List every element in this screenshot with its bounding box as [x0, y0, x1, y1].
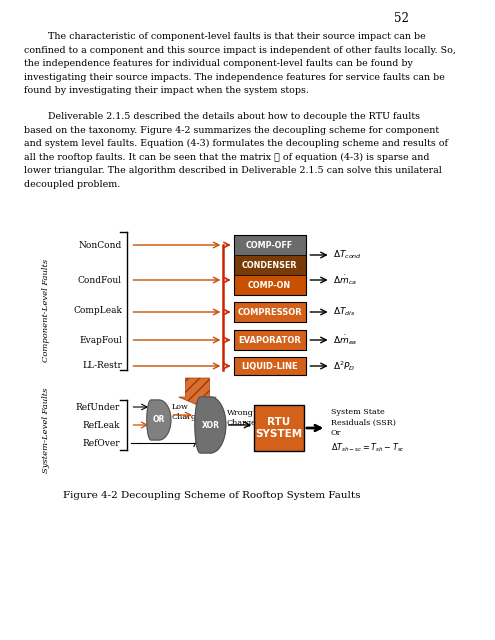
Text: $\Delta \dot{m}_{ea}$: $\Delta \dot{m}_{ea}$	[333, 333, 357, 347]
Bar	[234, 357, 306, 375]
Text: COMP-OFF: COMP-OFF	[246, 241, 293, 250]
Text: System State
Residuals (SSR)
Or
$\Delta T_{sh-sc} = T_{sh} - T_{sc}$: System State Residuals (SSR) Or $\Delta …	[331, 408, 404, 454]
Bar	[234, 302, 306, 322]
Text: The characteristic of component-level faults is that their source impact can be: The characteristic of component-level fa…	[24, 32, 426, 41]
Text: $\Delta^2 P_D$: $\Delta^2 P_D$	[333, 359, 356, 373]
Text: NonCond: NonCond	[79, 241, 122, 250]
Text: Figure 4-2 Decoupling Scheme of Rooftop System Faults: Figure 4-2 Decoupling Scheme of Rooftop …	[63, 490, 361, 499]
Bar	[234, 330, 306, 350]
Text: Deliverable 2.1.5 described the details about how to decouple the RTU faults: Deliverable 2.1.5 described the details …	[24, 112, 420, 121]
Polygon shape	[195, 397, 226, 453]
Text: lower triangular. The algorithm described in Deliverable 2.1.5 can solve this un: lower triangular. The algorithm describe…	[24, 166, 442, 175]
Text: EVAPORATOR: EVAPORATOR	[238, 335, 301, 344]
Text: COMP-ON: COMP-ON	[248, 280, 291, 289]
Bar	[234, 275, 306, 295]
Bar	[234, 255, 306, 275]
Text: Component-Level Faults: Component-Level Faults	[42, 259, 50, 362]
Text: confined to a component and this source impact is independent of other faults lo: confined to a component and this source …	[24, 45, 456, 54]
Text: RefOver: RefOver	[83, 438, 120, 447]
Text: $\Delta T_{cond}$: $\Delta T_{cond}$	[333, 249, 362, 261]
Text: investigating their source impacts. The independence features for service faults: investigating their source impacts. The …	[24, 72, 445, 81]
Text: $\Delta \dot{m}_{ca}$: $\Delta \dot{m}_{ca}$	[333, 273, 357, 287]
Text: RefUnder: RefUnder	[76, 403, 120, 412]
Text: LIQUID-LINE: LIQUID-LINE	[242, 362, 298, 371]
Bar	[234, 235, 306, 255]
Text: and system level faults. Equation (4-3) formulates the decoupling scheme and res: and system level faults. Equation (4-3) …	[24, 139, 448, 148]
Text: System-Level Faults: System-Level Faults	[42, 387, 50, 473]
Text: all the rooftop faults. It can be seen that the matrix ℓ of equation (4-3) is sp: all the rooftop faults. It can be seen t…	[24, 152, 430, 162]
Text: EvapFoul: EvapFoul	[79, 335, 122, 344]
Text: found by investigating their impact when the system stops.: found by investigating their impact when…	[24, 86, 309, 95]
Text: $\Delta T_{dis}$: $\Delta T_{dis}$	[333, 306, 356, 318]
Polygon shape	[179, 378, 216, 405]
Text: CONDENSER: CONDENSER	[242, 260, 297, 269]
Text: based on the taxonomy. Figure 4-2 summarizes the decoupling scheme for component: based on the taxonomy. Figure 4-2 summar…	[24, 125, 439, 134]
Text: RefLeak: RefLeak	[83, 420, 120, 429]
Text: XOR: XOR	[201, 420, 219, 429]
Text: Low
Charge: Low Charge	[172, 403, 201, 420]
Text: CompLeak: CompLeak	[73, 305, 122, 314]
Bar	[254, 405, 304, 451]
Text: COMPRESSOR: COMPRESSOR	[237, 307, 302, 317]
Text: OR: OR	[152, 415, 165, 424]
Text: the independence features for individual component-level faults can be found by: the independence features for individual…	[24, 59, 413, 68]
Text: 52: 52	[394, 12, 408, 24]
Text: Wrong
Charge: Wrong Charge	[227, 410, 256, 427]
Text: CondFoul: CondFoul	[78, 275, 122, 285]
Text: decoupled problem.: decoupled problem.	[24, 179, 120, 189]
Polygon shape	[147, 400, 171, 440]
Text: LL-Restr: LL-Restr	[82, 360, 122, 369]
Bar	[234, 235, 306, 295]
Text: RTU
SYSTEM: RTU SYSTEM	[255, 417, 302, 439]
